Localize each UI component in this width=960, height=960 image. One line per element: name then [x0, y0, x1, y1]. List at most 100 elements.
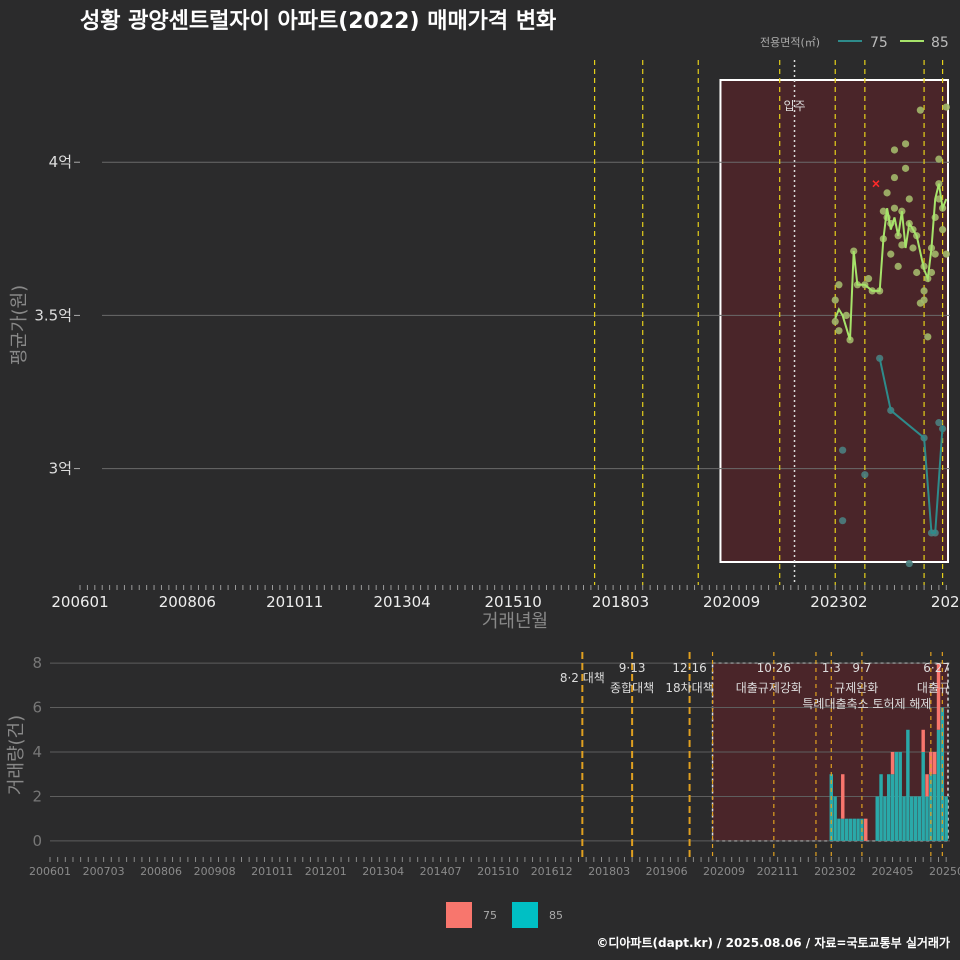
price-x-tick-label: 202302 [810, 593, 867, 611]
policy-date-2018-09: 9·13 [619, 661, 646, 675]
volume-x-tick-label: 200908 [194, 865, 236, 878]
price-panel: 3억 3.5억 4억 200601 200806 201011 201304 201510 20… [9, 60, 960, 632]
price-point-85 [942, 103, 950, 111]
volume-bar-85 [841, 818, 845, 841]
volume-y-tick-label: 4 [32, 743, 42, 761]
volume-x-tick-label: 202405 [872, 865, 914, 878]
volume-bar-85 [932, 774, 937, 841]
price-point-85 [831, 296, 839, 304]
volume-x-tick-label: 201803 [588, 865, 630, 878]
bottom-legend-swatch-85 [512, 902, 538, 928]
volume-x-tick-label: 200601 [29, 865, 71, 878]
volume-bar-85 [909, 796, 914, 841]
volume-y-tick-label: 2 [32, 787, 42, 805]
volume-x-tick-label: 202302 [814, 865, 856, 878]
volume-y-tick-label: 6 [32, 699, 42, 717]
price-x-tick-label: 201510 [485, 593, 542, 611]
volume-bar-85 [890, 774, 895, 841]
price-line-85 [834, 183, 948, 341]
price-point-85 [913, 268, 921, 277]
volume-bar-85 [913, 796, 918, 841]
price-cross-marker [872, 180, 880, 188]
volume-bar-75 [929, 752, 933, 775]
price-y-tick-label: 3억 [49, 460, 72, 478]
price-point-85 [842, 311, 850, 320]
volume-bar-75 [925, 774, 929, 797]
volume-x-tick-label: 201011 [251, 865, 293, 878]
policy-label-2018-09: 종합대책 [610, 680, 654, 695]
volume-x-tick-label: 201201 [305, 865, 347, 878]
price-point-75 [935, 419, 943, 427]
price-point-75 [905, 559, 913, 568]
price-point-85 [920, 287, 928, 295]
volume-x-tick-label: 201304 [362, 865, 404, 878]
price-point-85 [887, 250, 895, 258]
volume-bar-85 [906, 729, 910, 841]
volume-x-tick-label: 202111 [757, 865, 799, 878]
policy-label-2021-10: 대출규제강화 [736, 681, 802, 695]
price-x-tick-label: 202009 [703, 593, 760, 611]
volume-bar-85 [917, 796, 922, 841]
volume-x-tick-label: 201612 [531, 865, 573, 878]
policy-date-2023-01: 1·3 [822, 661, 841, 675]
volume-bar-75 [841, 774, 845, 819]
volume-panel: 0 2 4 6 8 200601 200703 200806 200908 201011 20120… [6, 652, 960, 878]
volume-bar-85 [887, 774, 891, 841]
policy-label-2017-08: 8·2 대책 [560, 670, 605, 685]
volume-bar-75 [932, 752, 937, 775]
volume-x-tick-label: 201510 [477, 865, 519, 878]
price-x-tick-label: 200601 [51, 593, 108, 611]
price-point-85 [905, 195, 913, 203]
bottom-legend: 75 85 [446, 902, 563, 928]
volume-bar-85 [883, 796, 887, 841]
policy-label-2023-09: 특례대출축소 토허제 해제 [802, 697, 931, 711]
price-x-tick-label: 200806 [159, 593, 216, 611]
volume-x-tick-label: 202508 [929, 865, 960, 878]
price-point-85 [938, 226, 947, 234]
price-point-85 [909, 244, 917, 252]
price-point-85 [879, 207, 887, 215]
price-point-85 [901, 140, 910, 148]
price-point-75 [839, 517, 847, 525]
price-point-85 [916, 106, 924, 114]
volume-bar-85 [898, 752, 902, 841]
price-point-85 [890, 204, 899, 212]
price-point-85 [942, 250, 950, 258]
price-point-75 [861, 471, 869, 479]
price-point-85 [935, 155, 943, 163]
policy-label-2019-12: 18차대책 [665, 680, 713, 695]
volume-bar-85 [936, 729, 941, 841]
volume-x-tick-label: 201407 [420, 865, 462, 878]
bottom-legend-text-75: 75 [483, 909, 497, 922]
price-point-85 [835, 327, 843, 335]
price-point-85 [920, 296, 928, 304]
price-y-tick-label: 3.5억 [34, 306, 72, 324]
volume-x-tick-label: 200703 [83, 865, 125, 878]
volume-bar-75 [864, 818, 868, 841]
price-point-85 [831, 317, 839, 326]
volume-bar-85 [875, 796, 879, 841]
volume-bar-75 [936, 663, 941, 730]
top-legend-text-85: 85 [931, 35, 949, 51]
volume-bar-85 [837, 818, 841, 841]
chart-title: 성황 광양센트럴자이 아파트(2022) 매매가격 변화 [80, 9, 556, 34]
volume-bar-85 [879, 774, 883, 841]
volume-bar-75 [921, 729, 925, 752]
volume-x-tick-label: 201906 [646, 865, 688, 878]
bottom-legend-text-85: 85 [549, 909, 563, 922]
volume-x-tick-label: 200806 [140, 865, 182, 878]
policy-label-2023-01: 규제완화 [834, 681, 878, 695]
policy-date-2021-10: 10·26 [757, 661, 791, 675]
price-series-85 [831, 103, 950, 344]
volume-bar-75 [890, 752, 895, 775]
price-point-85 [883, 189, 891, 197]
volume-bar-85 [852, 818, 856, 841]
price-line-75 [878, 358, 944, 534]
price-point-85 [931, 250, 939, 258]
price-y-axis-title: 평균가(원) [9, 285, 30, 365]
volume-bar-85 [902, 796, 906, 841]
volume-y-tick-label: 0 [32, 832, 42, 850]
bottom-legend-swatch-75 [446, 902, 472, 928]
